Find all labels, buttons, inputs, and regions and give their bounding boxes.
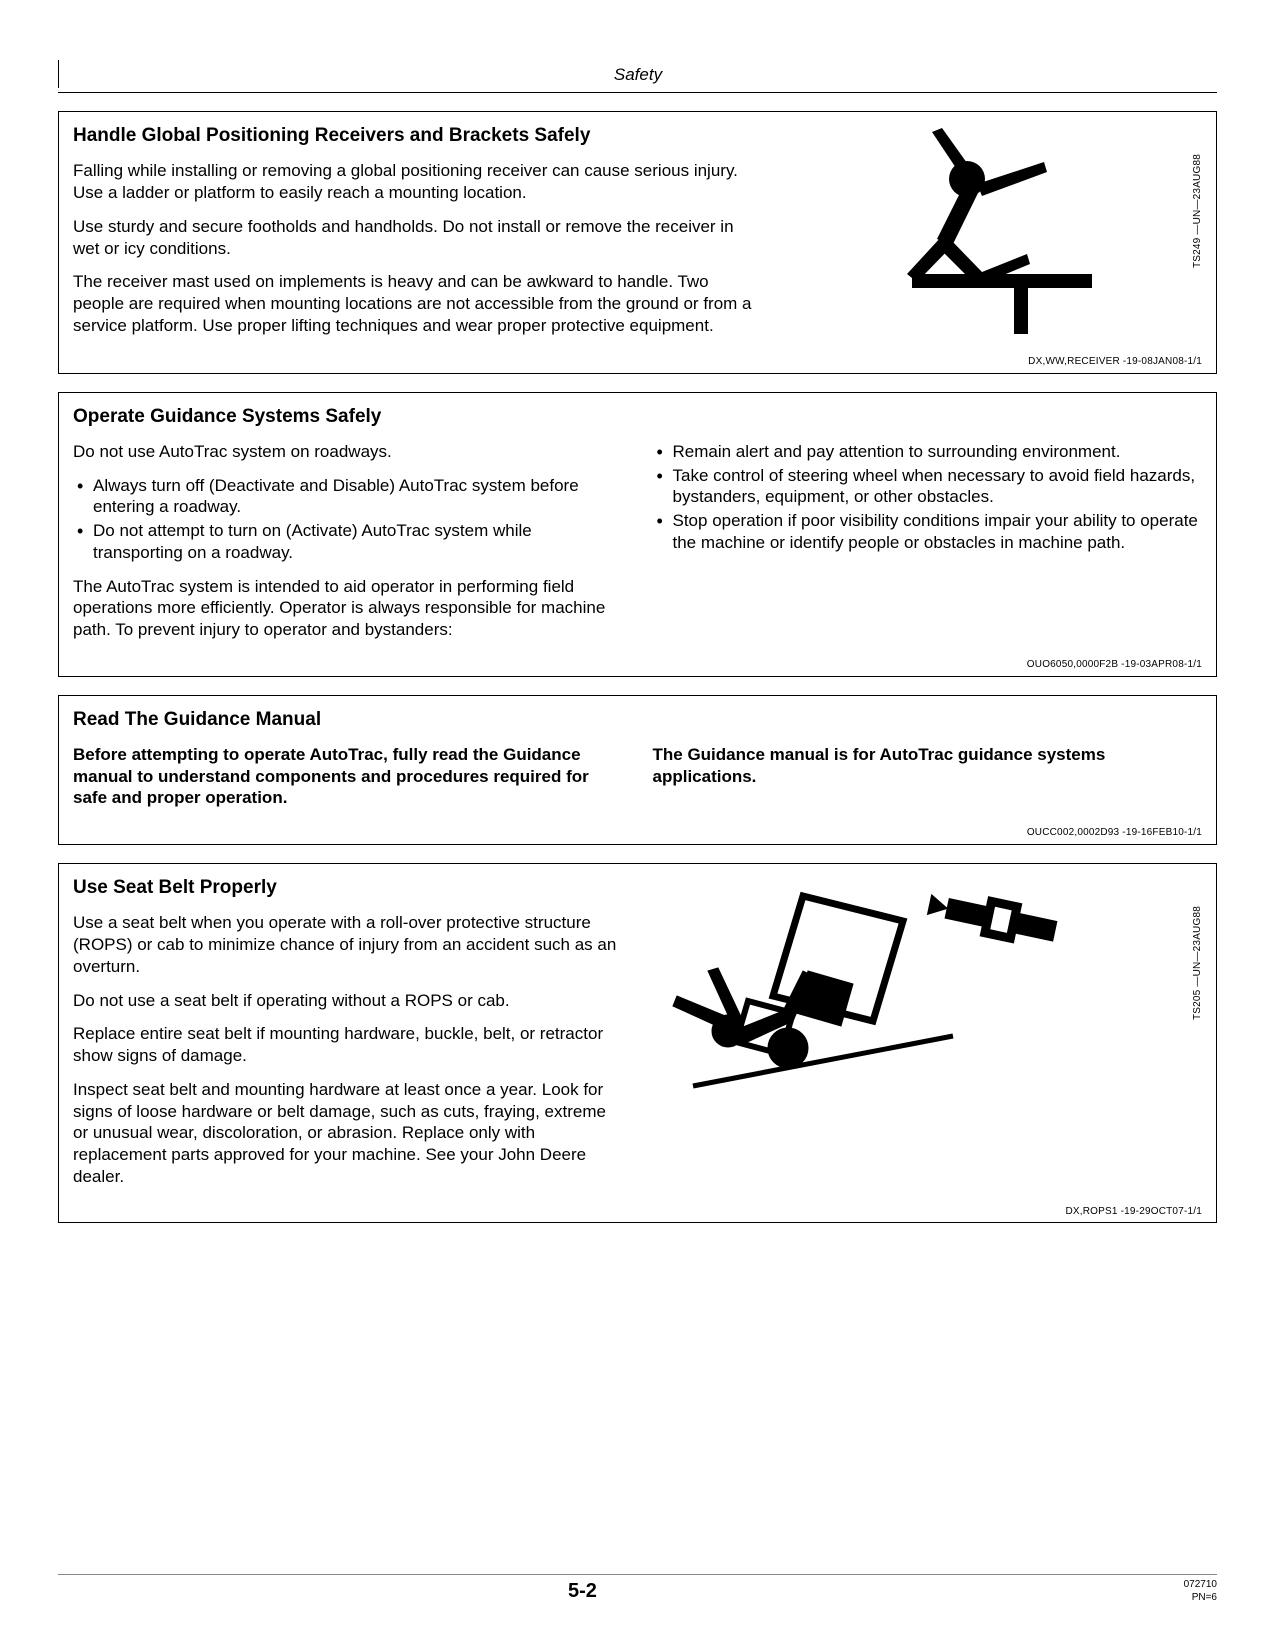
section1-p1: Falling while installing or removing a g… xyxy=(73,160,752,204)
footer-right: 072710 PN=6 xyxy=(1184,1579,1217,1605)
section-read-manual: Read The Guidance Manual Before attempti… xyxy=(58,695,1217,845)
section4-p2: Do not use a seat belt if operating with… xyxy=(73,990,623,1012)
section1-p3: The receiver mast used on implements is … xyxy=(73,271,752,336)
section-gps-receivers: Handle Global Positioning Receivers and … xyxy=(58,111,1217,374)
section2-left: Do not use AutoTrac system on roadways. … xyxy=(73,441,623,653)
section3-left-p: Before attempting to operate AutoTrac, f… xyxy=(73,744,623,809)
section3-left: Before attempting to operate AutoTrac, f… xyxy=(73,744,623,821)
list-item: Stop operation if poor visibility condit… xyxy=(653,510,1203,554)
section-guidance-systems: Operate Guidance Systems Safely Do not u… xyxy=(58,392,1217,677)
section4-p1: Use a seat belt when you operate with a … xyxy=(73,912,623,977)
page-header: Safety xyxy=(58,60,1217,88)
section4-img-code: TS205 —UN—23AUG88 xyxy=(1192,906,1205,1020)
section4-heading: Use Seat Belt Properly xyxy=(73,876,623,900)
section2-left-list: Always turn off (Deactivate and Disable)… xyxy=(73,475,623,564)
footer-pn: PN=6 xyxy=(1192,1592,1217,1603)
section2-left-p: The AutoTrac system is intended to aid o… xyxy=(73,576,623,641)
section4-text: Use Seat Belt Properly Use a seat belt w… xyxy=(73,876,623,1200)
list-item: Always turn off (Deactivate and Disable)… xyxy=(73,475,623,519)
section1-image: TS249 —UN—23AUG88 xyxy=(782,124,1202,350)
section2-ref: OUO6050,0000F2B -19-03APR08-1/1 xyxy=(73,659,1202,672)
page-number: 5-2 xyxy=(568,1579,597,1605)
section3-right-p: The Guidance manual is for AutoTrac guid… xyxy=(653,744,1203,788)
rollover-seatbelt-icon xyxy=(653,876,1063,1096)
page-footer: 5-2 072710 PN=6 xyxy=(58,1574,1217,1605)
section1-ref: DX,WW,RECEIVER -19-08JAN08-1/1 xyxy=(73,356,1202,369)
section2-heading: Operate Guidance Systems Safely xyxy=(73,405,1202,429)
section4-ref: DX,ROPS1 -19-29OCT07-1/1 xyxy=(73,1206,1202,1219)
section1-text: Handle Global Positioning Receivers and … xyxy=(73,124,752,350)
section-seat-belt: Use Seat Belt Properly Use a seat belt w… xyxy=(58,863,1217,1223)
section2-right: Remain alert and pay attention to surrou… xyxy=(653,441,1203,653)
section4-p3: Replace entire seat belt if mounting har… xyxy=(73,1023,623,1067)
section1-heading: Handle Global Positioning Receivers and … xyxy=(73,124,752,148)
section2-intro: Do not use AutoTrac system on roadways. xyxy=(73,441,623,463)
section3-right: The Guidance manual is for AutoTrac guid… xyxy=(653,744,1203,821)
header-title: Safety xyxy=(59,64,1217,86)
section1-img-code: TS249 —UN—23AUG88 xyxy=(1192,154,1205,268)
section4-p4: Inspect seat belt and mounting hardware … xyxy=(73,1079,623,1188)
footer-date: 072710 xyxy=(1184,1579,1217,1590)
section3-ref: OUCC002,0002D93 -19-16FEB10-1/1 xyxy=(73,827,1202,840)
section4-image: TS205 —UN—23AUG88 xyxy=(653,876,1203,1200)
list-item: Remain alert and pay attention to surrou… xyxy=(653,441,1203,463)
section2-right-list: Remain alert and pay attention to surrou… xyxy=(653,441,1203,554)
section3-heading: Read The Guidance Manual xyxy=(73,708,1202,732)
header-rule xyxy=(58,92,1217,93)
list-item: Do not attempt to turn on (Activate) Aut… xyxy=(73,520,623,564)
falling-person-icon xyxy=(782,124,1162,344)
section1-p2: Use sturdy and secure footholds and hand… xyxy=(73,216,752,260)
footer-rule xyxy=(58,1574,1217,1575)
list-item: Take control of steering wheel when nece… xyxy=(653,465,1203,509)
